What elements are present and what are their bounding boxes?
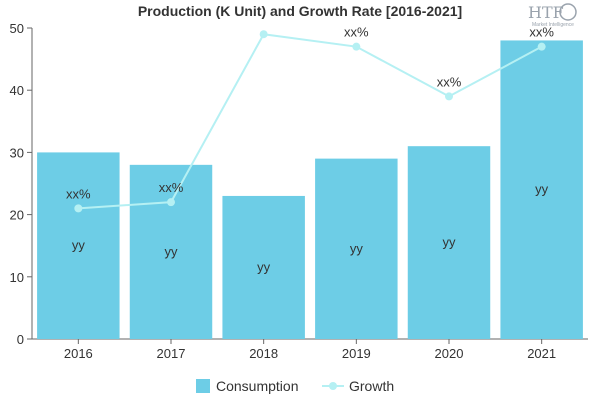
x-axis: 2016 2017 2018 2019 2020 2021 [32, 338, 588, 361]
bar-label: yy [72, 238, 86, 253]
legend-label-growth: Growth [349, 378, 394, 394]
growth-line [74, 30, 546, 213]
growth-point [74, 204, 83, 213]
y-tick-label: 0 [17, 332, 24, 347]
bar [37, 152, 120, 339]
growth-label: xx% [344, 25, 369, 40]
bars [37, 40, 583, 339]
bar-label: yy [535, 182, 549, 197]
x-tick-label: 2021 [527, 346, 556, 361]
globe-icon [559, 3, 577, 21]
y-axis: 0 10 20 30 40 50 [10, 21, 33, 347]
growth-point [537, 42, 546, 51]
growth-label: xx% [437, 74, 462, 89]
logo-text: HTF [528, 3, 564, 22]
growth-point [259, 30, 268, 39]
growth-label: xx% [66, 186, 91, 201]
x-tick-label: 2018 [249, 346, 278, 361]
legend: Consumption Growth [196, 378, 394, 394]
y-tick-label: 20 [10, 208, 24, 223]
bar-label: yy [350, 241, 364, 256]
chart-title: Production (K Unit) and Growth Rate [201… [138, 3, 462, 19]
x-tick-label: 2016 [64, 346, 93, 361]
y-tick-label: 10 [10, 270, 24, 285]
growth-label: xx% [159, 180, 184, 195]
logo-subtitle: Market Intelligence [532, 22, 574, 28]
bar [129, 164, 213, 339]
y-tick-label: 30 [10, 145, 24, 160]
bar-label: yy [443, 235, 457, 250]
y-tick-label: 50 [10, 21, 24, 36]
growth-label: xx% [529, 25, 554, 40]
x-tick-label: 2019 [342, 346, 371, 361]
bar [222, 195, 305, 339]
legend-label-consumption: Consumption [216, 378, 299, 394]
bar-label: yy [165, 244, 179, 259]
growth-point [167, 198, 175, 207]
growth-series-line [78, 33, 543, 210]
x-tick-label: 2020 [435, 346, 464, 361]
bar [315, 158, 398, 339]
bar-label: yy [257, 259, 271, 274]
growth-point [445, 92, 453, 101]
growth-point [352, 42, 361, 51]
bar-labels: yy yy yy yy yy yy [72, 182, 549, 275]
legend-swatch-consumption [196, 379, 210, 393]
logo: HTF Market Intelligence [528, 3, 577, 28]
x-tick-label: 2017 [157, 346, 186, 361]
legend-marker-growth [329, 382, 337, 390]
growth-labels: xx% xx% xx% xx% xx% [66, 25, 554, 202]
y-tick-label: 40 [10, 83, 24, 98]
bar [500, 40, 583, 339]
bar [407, 146, 491, 339]
